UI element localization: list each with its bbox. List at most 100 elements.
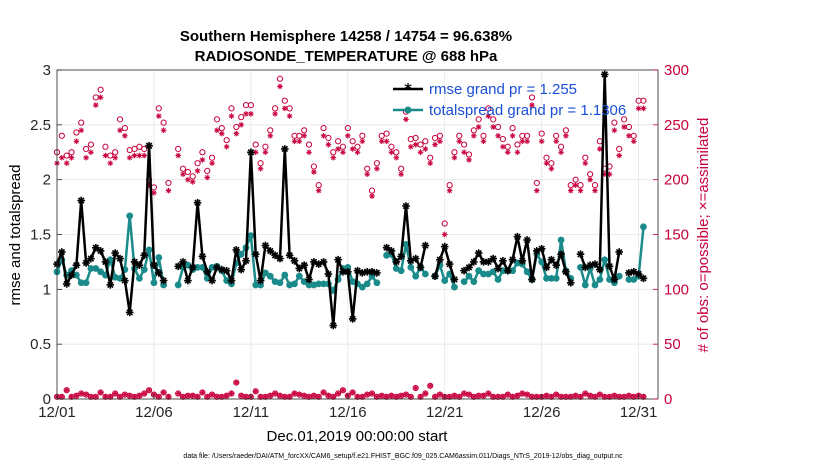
obs-possible-point [562,127,570,134]
y-axis-left: 0 0.5 1 1.5 2 2.5 3 [30,62,62,408]
obs-low-assimilated-point [112,391,118,396]
obs-possible-point [136,143,143,150]
obs-assimilated-point [126,154,133,161]
obs-assimilated-point [548,165,555,172]
rmse-point [290,257,299,265]
obs-low-assimilated-point [83,392,89,397]
obs-assimilated-point [185,176,191,183]
rmse-point [271,251,279,260]
obs-possible-point [335,138,342,145]
legend-rmse-text: rmse grand pr = 1.255 [429,81,577,98]
obs-possible-point [587,171,594,178]
obs-low-assimilated-point [350,390,356,395]
obs-assimilated-point [364,171,370,177]
totalspread-point [470,278,478,286]
totalspread-point [363,280,371,288]
obs-assimilated-point [282,105,288,112]
rmse-point [421,241,430,250]
obs-assimilated-point [456,138,463,145]
plot-content [53,70,648,400]
obs-possible-point [528,94,536,101]
obs-low-possible-point [233,379,240,386]
y-left-tick-label: 0.5 [30,336,51,353]
obs-low-assimilated-point [74,393,79,399]
totalspread-point [262,269,269,277]
rmse-point [300,261,308,269]
obs-assimilated-point [480,138,487,145]
obs-assimilated-point [223,144,230,150]
rmse-point [329,321,338,330]
obs-assimilated-point [330,154,337,161]
obs-assimilated-point [141,152,147,159]
obs-assimilated-point [112,154,118,161]
obs-low-assimilated-point [141,391,147,396]
obs-low-possible-point [194,393,201,400]
obs-assimilated-point [340,149,346,156]
obs-low-assimilated-point [549,394,554,400]
rmse-point [596,265,604,274]
obs-assimilated-point [107,160,114,166]
obs-assimilated-point [156,113,162,119]
obs-possible-point [431,134,439,142]
obs-low-possible-point [480,392,487,399]
obs-low-possible-point [330,393,337,400]
obs-low-possible-point [208,391,216,398]
totalspread-point [451,283,458,291]
obs-possible-point [330,149,337,156]
obs-low-assimilated-point [326,393,331,399]
totalspread-point [358,283,366,291]
obs-possible-point [233,123,240,131]
rmse-point [518,257,527,265]
obs-assimilated-point [524,138,530,145]
obs-assimilated-point [122,133,128,139]
obs-low-possible-point [427,382,434,389]
rmse-point [121,276,129,285]
rmse-point [227,276,236,285]
obs-assimilated-point [587,176,593,183]
rmse-point [106,281,115,289]
obs-low-assimilated-point [69,394,74,400]
rmse-point [111,249,119,257]
obs-assimilated-point [262,149,269,156]
y-left-tick-label: 3 [43,62,51,79]
obs-low-possible-point [335,390,342,397]
obs-low-assimilated-point [253,388,259,394]
rmse-point [135,261,144,269]
rmse-point [489,254,497,263]
totalspread-point [174,281,182,289]
obs-low-assimilated-point [612,393,617,399]
obs-assimilated-point [306,149,312,156]
obs-assimilated-point [97,94,104,101]
rmse-point [600,70,609,79]
rmse-point [261,241,270,250]
obs-assimilated-point [160,127,167,134]
obs-assimilated-point [59,154,65,161]
obs-low-assimilated-point [132,394,137,400]
obs-low-assimilated-point [292,391,297,396]
obs-low-assimilated-point [277,393,283,399]
obs-low-possible-point [107,393,114,400]
obs-possible-point [199,149,206,156]
obs-assimilated-point [485,113,492,119]
rmse-point [465,263,473,272]
rmse-point [305,275,313,284]
rmse-point [634,270,643,278]
obs-low-assimilated-point [282,394,288,400]
obs-possible-point [78,119,85,126]
obs-assimilated-point [417,149,424,156]
rmse-point [450,275,459,284]
rmse-point [567,279,575,287]
obs-low-possible-point [82,391,90,398]
obs-low-assimilated-point [185,393,191,399]
obs-possible-point [446,182,453,189]
rmse-point [96,247,105,255]
obs-low-assimilated-point [486,391,491,396]
totalspread-point [606,276,613,283]
totalspread-point [237,250,245,258]
obs-possible-point [640,97,647,104]
rmse-point [193,198,202,207]
obs-low-assimilated-point [607,394,612,400]
rmse-point [431,272,439,280]
totalspread-point [315,280,323,288]
obs-low-assimilated-point [117,394,123,400]
